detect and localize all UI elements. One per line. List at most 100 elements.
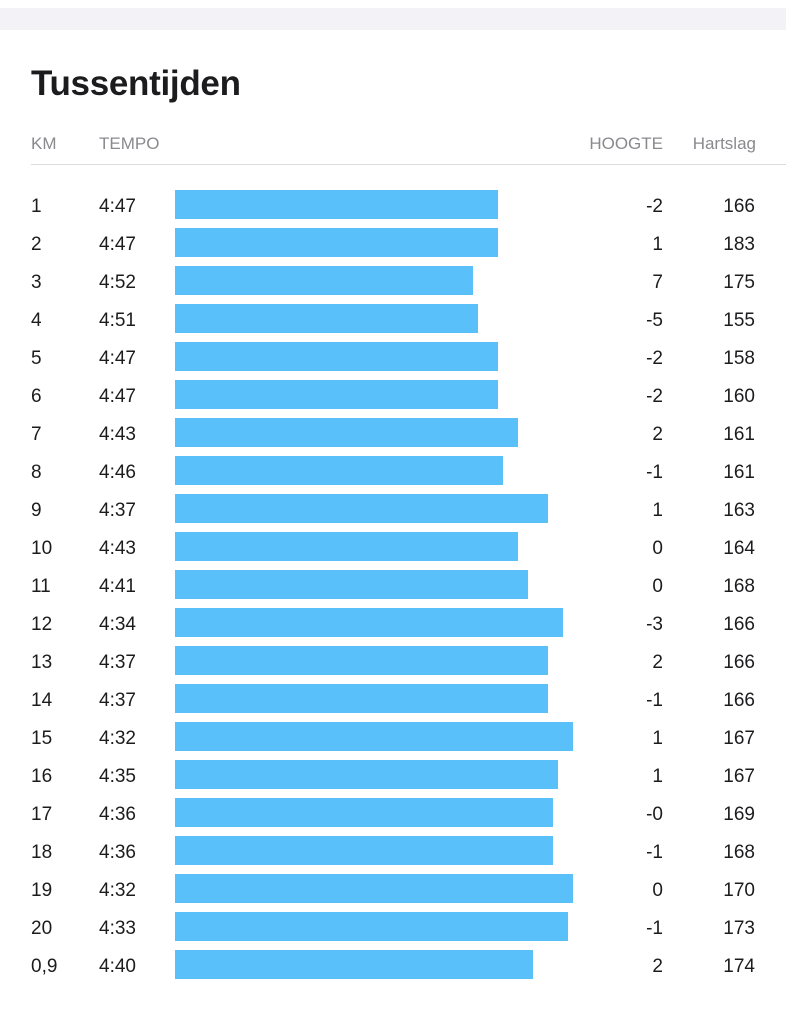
pace-bar: [175, 874, 573, 903]
split-row: 5 4:47 -2 158: [0, 340, 786, 378]
split-km: 7: [31, 424, 42, 445]
split-hoogte: 2: [652, 424, 663, 445]
split-row: 4 4:51 -5 155: [0, 302, 786, 340]
split-tempo: 4:41: [99, 576, 136, 597]
pace-bar: [175, 608, 563, 637]
pace-bar: [175, 228, 498, 257]
top-background-strip: [0, 0, 786, 30]
split-tempo: 4:46: [99, 462, 136, 483]
split-row: 10 4:43 0 164: [0, 530, 786, 568]
split-row: 11 4:41 0 168: [0, 568, 786, 606]
split-hartslag: 168: [723, 576, 755, 597]
split-tempo: 4:43: [99, 424, 136, 445]
split-hoogte: -1: [646, 842, 663, 863]
split-hartslag: 161: [723, 424, 755, 445]
column-header-tempo: TEMPO: [99, 134, 160, 153]
split-tempo: 4:40: [99, 956, 136, 977]
pace-bar: [175, 380, 498, 409]
split-hoogte: -0: [646, 804, 663, 825]
pace-bar: [175, 570, 528, 599]
split-hartslag: 166: [723, 652, 755, 673]
split-hoogte: 0: [652, 576, 663, 597]
header-divider: [31, 164, 786, 165]
split-km: 18: [31, 842, 53, 863]
split-row: 15 4:32 1 167: [0, 720, 786, 758]
split-km: 15: [31, 728, 53, 749]
pace-bar: [175, 456, 503, 485]
split-row: 6 4:47 -2 160: [0, 378, 786, 416]
split-row: 1 4:47 -2 166: [0, 188, 786, 226]
split-tempo: 4:43: [99, 538, 136, 559]
pace-bar: [175, 912, 568, 941]
split-tempo: 4:32: [99, 728, 136, 749]
pace-bar: [175, 760, 558, 789]
split-hartslag: 169: [723, 804, 755, 825]
split-tempo: 4:34: [99, 614, 136, 635]
split-tempo: 4:47: [99, 386, 136, 407]
split-km: 2: [31, 234, 42, 255]
split-km: 14: [31, 690, 53, 711]
split-hoogte: 7: [652, 272, 663, 293]
split-hartslag: 155: [723, 310, 755, 331]
split-row: 19 4:32 0 170: [0, 872, 786, 910]
pace-bar: [175, 646, 548, 675]
pace-bar: [175, 722, 573, 751]
pace-bar: [175, 950, 533, 979]
split-hartslag: 175: [723, 272, 755, 293]
split-row: 12 4:34 -3 166: [0, 606, 786, 644]
pace-bar: [175, 532, 518, 561]
split-hartslag: 174: [723, 956, 755, 977]
split-hartslag: 167: [723, 766, 755, 787]
split-hartslag: 170: [723, 880, 755, 901]
split-hartslag: 161: [723, 462, 755, 483]
pace-bar: [175, 266, 473, 295]
split-row: 8 4:46 -1 161: [0, 454, 786, 492]
split-tempo: 4:37: [99, 652, 136, 673]
pace-bar: [175, 190, 498, 219]
split-hoogte: -1: [646, 918, 663, 939]
split-tempo: 4:33: [99, 918, 136, 939]
pace-bar: [175, 342, 498, 371]
pace-bar: [175, 836, 553, 865]
split-tempo: 4:35: [99, 766, 136, 787]
split-hartslag: 164: [723, 538, 755, 559]
split-hoogte: 0: [652, 880, 663, 901]
split-row: 20 4:33 -1 173: [0, 910, 786, 948]
split-km: 13: [31, 652, 53, 673]
split-hoogte: 0: [652, 538, 663, 559]
split-tempo: 4:37: [99, 690, 136, 711]
split-km: 10: [31, 538, 53, 559]
splits-list: 1 4:47 -2 166 2 4:47 1 183 3 4:52 7 175 4 4:51 -5 155 5 4…: [0, 188, 786, 986]
split-row: 16 4:35 1 167: [0, 758, 786, 796]
split-row: 14 4:37 -1 166: [0, 682, 786, 720]
split-row: 18 4:36 -1 168: [0, 834, 786, 872]
column-header-hoogte: HOOGTE: [589, 134, 663, 153]
split-km: 20: [31, 918, 53, 939]
split-tempo: 4:32: [99, 880, 136, 901]
split-km: 9: [31, 500, 42, 521]
split-hartslag: 166: [723, 690, 755, 711]
split-km: 0,9: [31, 956, 58, 977]
split-hoogte: -5: [646, 310, 663, 331]
split-hoogte: -1: [646, 690, 663, 711]
split-hartslag: 183: [723, 234, 755, 255]
split-hartslag: 163: [723, 500, 755, 521]
split-hoogte: -1: [646, 462, 663, 483]
split-row: 13 4:37 2 166: [0, 644, 786, 682]
section-title: Tussentijden: [31, 64, 241, 103]
pace-bar: [175, 304, 478, 333]
split-hoogte: -3: [646, 614, 663, 635]
split-row: 3 4:52 7 175: [0, 264, 786, 302]
pace-bar: [175, 798, 553, 827]
split-hoogte: 2: [652, 652, 663, 673]
split-hartslag: 168: [723, 842, 755, 863]
split-tempo: 4:36: [99, 842, 136, 863]
column-header-km: KM: [31, 134, 57, 153]
split-tempo: 4:37: [99, 500, 136, 521]
split-tempo: 4:47: [99, 348, 136, 369]
split-km: 12: [31, 614, 53, 635]
split-km: 8: [31, 462, 42, 483]
split-km: 17: [31, 804, 53, 825]
pace-bar: [175, 684, 548, 713]
split-hartslag: 166: [723, 196, 755, 217]
